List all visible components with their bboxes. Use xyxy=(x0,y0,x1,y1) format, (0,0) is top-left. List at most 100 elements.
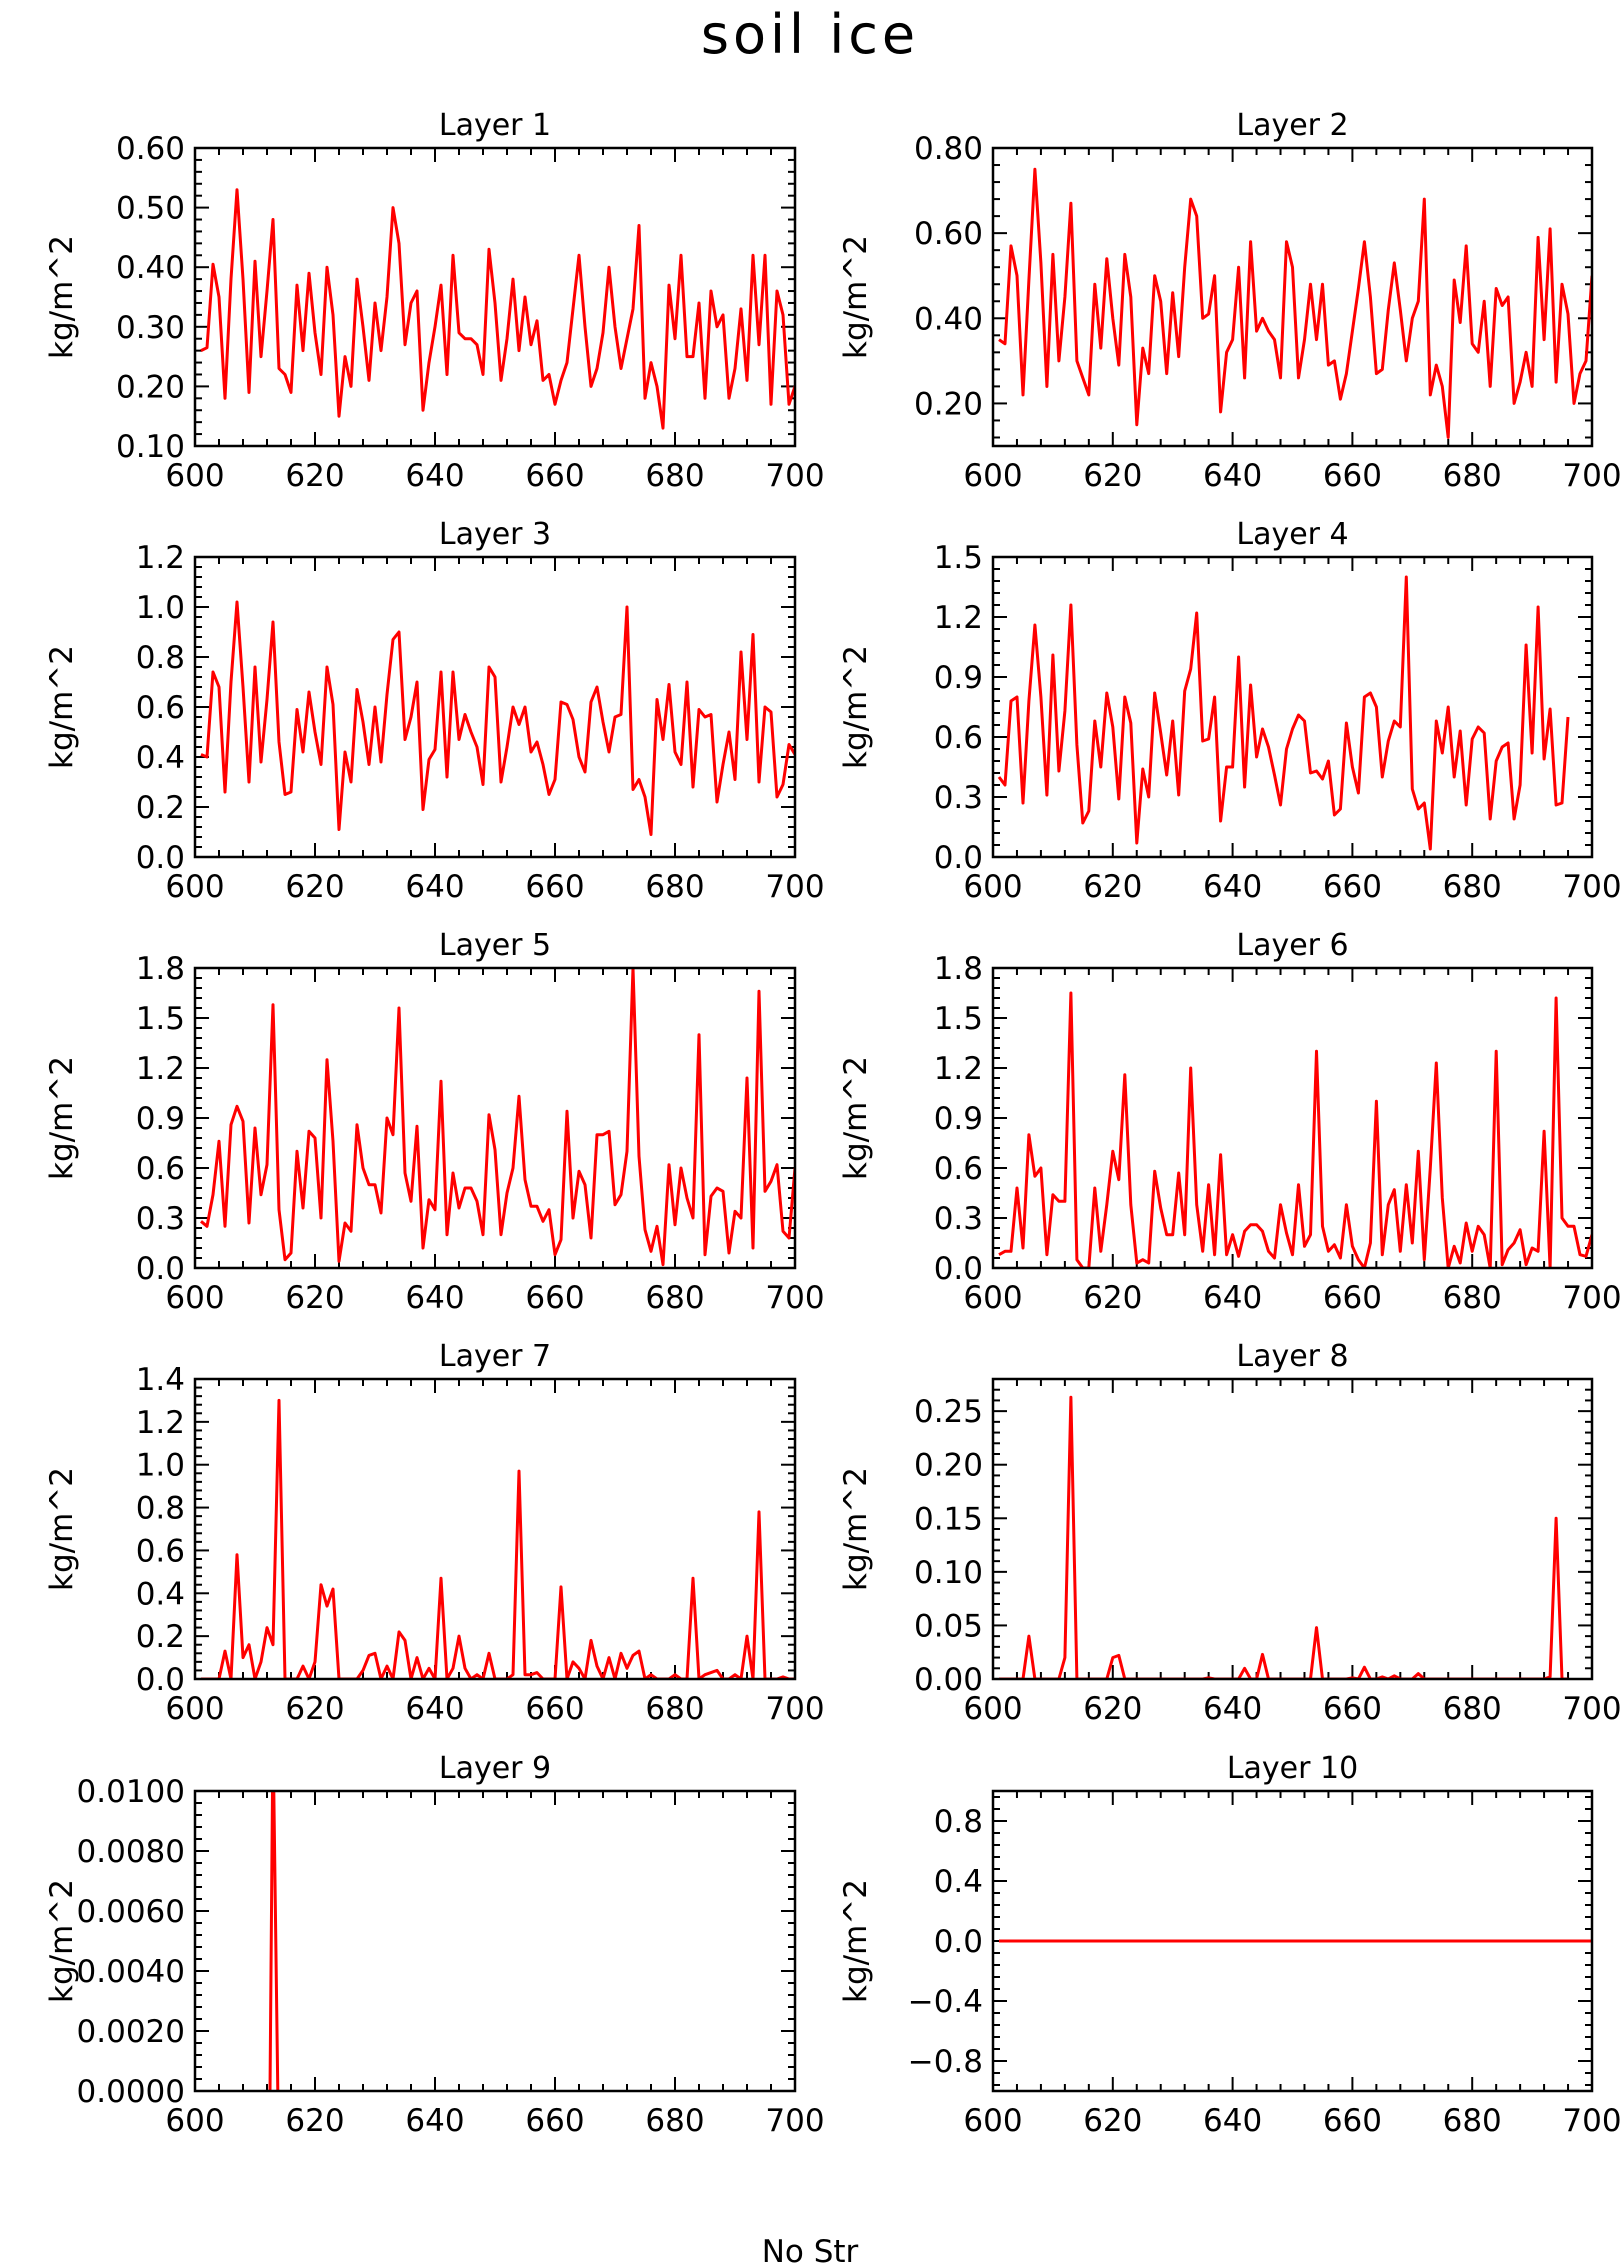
x-tick-label: 640 xyxy=(1203,869,1262,905)
x-tick-label: 660 xyxy=(525,1691,584,1727)
panel-title: Layer 1 xyxy=(439,108,551,143)
x-tick-label: 600 xyxy=(165,458,224,494)
y-tick-label: 0.4 xyxy=(136,1576,185,1612)
y-tick-label: 0.20 xyxy=(116,369,185,405)
x-tick-label: 620 xyxy=(1083,2103,1142,2139)
y-tick-label: 1.4 xyxy=(136,1362,185,1398)
y-tick-label: 1.0 xyxy=(136,1448,185,1484)
panel-title: Layer 9 xyxy=(439,1751,551,1786)
x-tick-label: 620 xyxy=(285,458,344,494)
x-tick-label: 600 xyxy=(963,2103,1022,2139)
y-tick-label: 1.5 xyxy=(934,540,983,576)
x-tick-label: 700 xyxy=(1562,1691,1621,1727)
y-tick-label: 0.8 xyxy=(934,1804,983,1840)
y-tick-label: 0.0080 xyxy=(77,1834,185,1870)
plot-frame xyxy=(193,1377,797,1681)
y-tick-label: 0.60 xyxy=(116,131,185,167)
y-tick-label: 1.2 xyxy=(136,540,185,576)
y-tick-label: 1.0 xyxy=(136,590,185,626)
y-tick-label: 0.0000 xyxy=(77,2074,185,2110)
figure-title: soil ice xyxy=(701,3,919,66)
panel-title: Layer 10 xyxy=(1227,1751,1358,1786)
series-line xyxy=(200,968,795,1267)
y-tick-label: 0.20 xyxy=(914,386,983,422)
y-tick-label: 0.6 xyxy=(136,1533,185,1569)
x-tick-label: 600 xyxy=(963,1280,1022,1316)
y-tick-label: 0.0 xyxy=(934,1924,983,1960)
y-tick-label: 0.0 xyxy=(136,1251,185,1287)
x-tick-label: 660 xyxy=(1323,458,1382,494)
panel-grid: Layer 1 kg/m^2 600 620 640 660 680 700 0.10 0.20 0… xyxy=(44,108,1621,2139)
plot-frame xyxy=(193,555,797,859)
y-tick-label: 0.0 xyxy=(136,1662,185,1698)
series-line xyxy=(200,188,795,430)
x-tick-label: 700 xyxy=(765,1280,824,1316)
x-tick-label: 700 xyxy=(765,869,824,905)
y-axis-label: kg/m^2 xyxy=(44,235,80,359)
y-tick-label: 0.0100 xyxy=(77,1774,185,1810)
y-tick-label: 0.00 xyxy=(914,1662,983,1698)
panel-layer-7: Layer 7 kg/m^2 600 620 640 660 680 700 0.0 0.2 0.4… xyxy=(44,1339,825,1727)
panel-layer-5: Layer 5 kg/m^2 600 620 640 660 680 700 0.0 0.3 0.6… xyxy=(44,928,825,1316)
plot-frame xyxy=(193,146,797,448)
y-tick-label: 0.2 xyxy=(136,1619,185,1655)
series-line xyxy=(200,600,795,836)
series-line xyxy=(998,991,1592,1268)
panel-layer-9: Layer 9 kg/m^2 600 620 640 660 680 700 0.0000 0.0… xyxy=(44,1751,825,2139)
y-axis-label: kg/m^2 xyxy=(44,645,80,769)
x-tick-label: 600 xyxy=(165,1691,224,1727)
x-tick-label: 640 xyxy=(1203,2103,1262,2139)
x-tick-label: 640 xyxy=(405,458,464,494)
y-tick-label: −0.8 xyxy=(908,2044,983,2080)
panel-title: Layer 4 xyxy=(1236,517,1348,552)
x-tick-label: 600 xyxy=(165,1280,224,1316)
plot-frame xyxy=(991,966,1594,1270)
panel-title: Layer 2 xyxy=(1236,108,1348,143)
plot-frame xyxy=(193,966,797,1270)
y-tick-label: 0.0 xyxy=(934,1251,983,1287)
y-axis-label: kg/m^2 xyxy=(44,1879,80,2003)
panel-layer-6: Layer 6 kg/m^2 600 620 640 660 680 700 0.0 0.3 0.6… xyxy=(838,928,1621,1316)
x-tick-label: 700 xyxy=(1562,1280,1621,1316)
x-tick-label: 660 xyxy=(1323,1280,1382,1316)
x-tick-label: 640 xyxy=(405,869,464,905)
panel-layer-3: Layer 3 kg/m^2 600 620 640 660 680 700 0.0 0.2 0.4… xyxy=(44,517,825,905)
y-tick-label: 0.6 xyxy=(934,720,983,756)
panel-title: Layer 8 xyxy=(1236,1339,1348,1374)
x-tick-label: 640 xyxy=(1203,458,1262,494)
panel-layer-2: Layer 2 kg/m^2 600 620 640 660 680 700 0.20 0.40 0… xyxy=(838,108,1621,494)
x-tick-label: 680 xyxy=(1443,869,1502,905)
panel-title: Layer 6 xyxy=(1236,928,1348,963)
series-line xyxy=(998,167,1592,439)
series-line xyxy=(201,1398,795,1679)
x-tick-label: 660 xyxy=(1323,1691,1382,1727)
y-tick-label: 0.0 xyxy=(934,840,983,876)
plot-frame xyxy=(193,1789,797,2093)
panel-title: Layer 5 xyxy=(439,928,551,963)
x-tick-label: 680 xyxy=(645,869,704,905)
y-tick-label: 0.9 xyxy=(934,660,983,696)
x-tick-label: 620 xyxy=(1083,869,1142,905)
x-tick-label: 700 xyxy=(1562,458,1621,494)
y-tick-label: 1.5 xyxy=(136,1001,185,1037)
x-tick-label: 640 xyxy=(405,2103,464,2139)
x-tick-label: 640 xyxy=(1203,1280,1262,1316)
panel-title: Layer 7 xyxy=(439,1339,551,1374)
x-tick-label: 700 xyxy=(1562,869,1621,905)
panel-layer-8: Layer 8 kg/m^2 600 620 640 660 680 700 0.00 0.05 0… xyxy=(838,1339,1621,1727)
y-tick-label: 0.0 xyxy=(136,840,185,876)
y-tick-label: 0.30 xyxy=(116,310,185,346)
y-tick-label: 1.8 xyxy=(136,951,185,987)
y-tick-label: 0.4 xyxy=(934,1864,983,1900)
y-tick-label: 1.2 xyxy=(136,1405,185,1441)
x-tick-label: 640 xyxy=(405,1280,464,1316)
x-tick-label: 620 xyxy=(285,2103,344,2139)
x-tick-label: 620 xyxy=(285,1280,344,1316)
x-tick-label: 680 xyxy=(1443,1280,1502,1316)
x-tick-label: 600 xyxy=(165,869,224,905)
y-axis-label: kg/m^2 xyxy=(44,1056,80,1180)
y-tick-label: 0.50 xyxy=(116,191,185,227)
x-tick-label: 620 xyxy=(1083,1691,1142,1727)
y-axis-label: kg/m^2 xyxy=(838,1879,874,2003)
y-tick-label: 0.20 xyxy=(914,1448,983,1484)
